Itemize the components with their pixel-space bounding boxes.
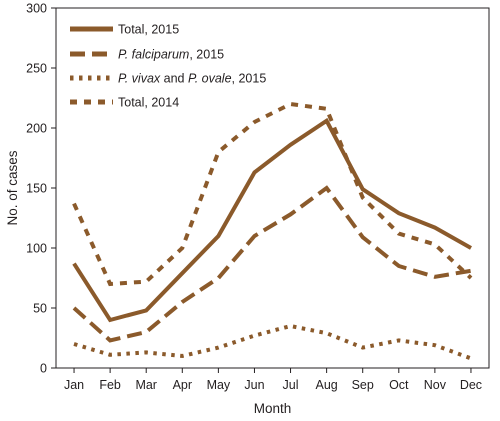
x-tick-label: Jun	[244, 378, 264, 392]
legend-label: Total, 2015	[118, 23, 179, 37]
series-lines	[72, 101, 473, 361]
legend-label: P. falciparum, 2015	[118, 48, 224, 62]
x-tick-label: Dec	[460, 378, 482, 392]
series-line-4	[72, 101, 473, 287]
y-tick-label: 0	[40, 362, 47, 376]
x-tick-label: May	[207, 378, 231, 392]
series-line-1	[72, 117, 472, 323]
plot-frame	[55, 7, 490, 369]
series-line-3	[73, 323, 472, 361]
x-tick-label: Nov	[424, 378, 447, 392]
y-tick-label: 50	[33, 302, 47, 316]
y-axis-title: No. of cases	[5, 150, 20, 225]
x-tick-label: Sep	[352, 378, 374, 392]
legend-label: Total, 2014	[118, 96, 179, 110]
series-line-2	[72, 185, 472, 343]
x-axis-ticks: Jan Feb Mar Apr May Jun Jul Aug Sep Oct Nov Dec	[64, 368, 482, 392]
x-tick-label: Apr	[173, 378, 192, 392]
x-tick-label: Oct	[389, 378, 409, 392]
x-axis-title: Month	[254, 401, 292, 416]
x-tick-label: Mar	[135, 378, 157, 392]
x-tick-label: Jan	[64, 378, 84, 392]
x-tick-label: Aug	[316, 378, 338, 392]
legend-label: P. vivax and P. ovale, 2015	[118, 72, 266, 86]
x-tick-label: Jul	[283, 378, 299, 392]
y-tick-label: 250	[26, 62, 47, 76]
y-tick-label: 100	[26, 242, 47, 256]
y-tick-label: 150	[26, 182, 47, 196]
legend: Total, 2015 P. falciparum, 2015 P. vivax a…	[70, 23, 266, 110]
axes	[55, 7, 490, 369]
y-tick-label: 300	[26, 2, 47, 16]
y-tick-label: 200	[26, 122, 47, 136]
y-axis-ticks: 0 50 100 150 200 250 300	[26, 2, 56, 376]
x-tick-label: Feb	[99, 378, 121, 392]
